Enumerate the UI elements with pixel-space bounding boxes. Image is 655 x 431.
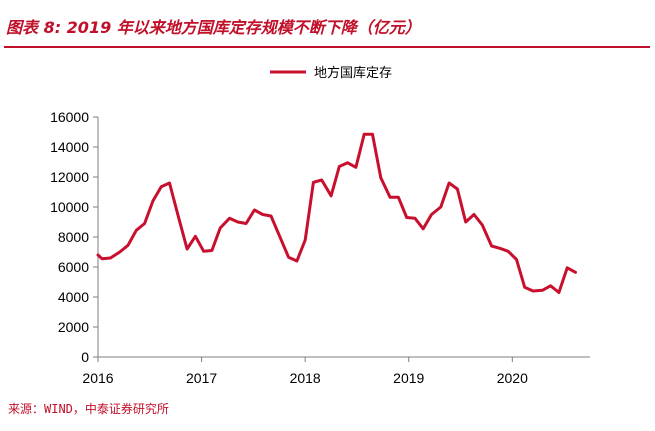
y-tick-label: 8000 bbox=[58, 229, 89, 245]
y-tick-label: 14000 bbox=[50, 139, 89, 155]
series-line bbox=[96, 132, 577, 294]
axes bbox=[97, 117, 590, 358]
y-tick-label: 16000 bbox=[50, 109, 89, 125]
y-axis-ticks: 0 2000 4000 6000 8000 10000 12000 14000 16000 bbox=[50, 109, 98, 365]
x-tick-label: 2019 bbox=[393, 370, 424, 386]
y-tick-label: 6000 bbox=[58, 259, 89, 275]
x-axis-ticks: 2016 2017 2018 2019 2020 bbox=[82, 357, 528, 386]
source-note: 来源：WIND，中泰证券研究所 bbox=[8, 402, 169, 416]
legend: 地方国库定存 bbox=[270, 65, 392, 81]
y-tick-label: 0 bbox=[81, 349, 89, 365]
title-divider bbox=[4, 46, 650, 48]
x-tick-label: 2017 bbox=[186, 370, 217, 386]
y-tick-label: 2000 bbox=[58, 319, 89, 335]
series-group bbox=[96, 132, 577, 294]
x-tick-label: 2020 bbox=[497, 370, 528, 386]
y-tick-label: 10000 bbox=[50, 199, 89, 215]
x-tick-label: 2016 bbox=[82, 370, 113, 386]
x-tick-label: 2018 bbox=[290, 370, 321, 386]
legend-label: 地方国库定存 bbox=[314, 65, 392, 81]
y-tick-label: 12000 bbox=[50, 169, 89, 185]
y-tick-label: 4000 bbox=[58, 289, 89, 305]
figure-title: 图表 8: 2019 年以来地方国库定存规模不断下降（亿元） bbox=[6, 18, 421, 37]
